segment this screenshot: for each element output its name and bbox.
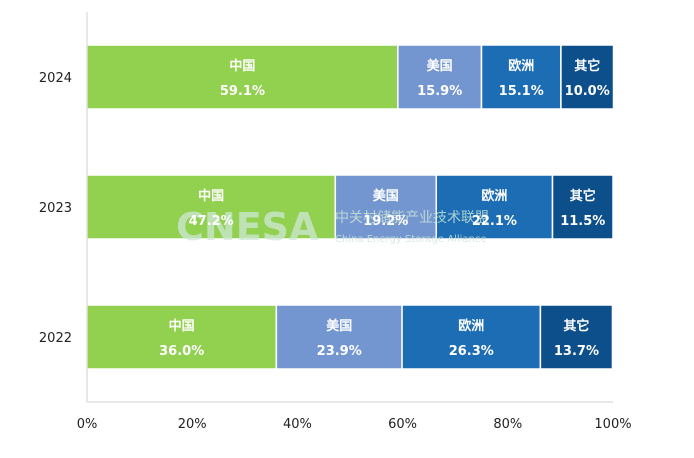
x-tick-label: 20% [178, 417, 207, 432]
watermark-cn-text: 中关村储能产业技术联盟 [335, 210, 489, 226]
bar-segment [539, 304, 614, 370]
segment-value-label: 15.1% [499, 84, 544, 99]
x-tick-label: 60% [388, 417, 417, 432]
x-tick-label: 40% [283, 417, 312, 432]
y-category-label: 2024 [39, 71, 72, 86]
segment-series-label: 美国 [326, 318, 352, 334]
x-tick-label: 0% [77, 417, 98, 432]
watermark: CNESA 中关村储能产业技术联盟 China Energy Storage A… [176, 205, 489, 249]
segment-series-label: 其它 [574, 58, 600, 74]
segment-value-label: 22.1% [472, 214, 517, 229]
bar-segment [401, 304, 542, 370]
bar-segment [480, 44, 562, 110]
bar-segment [551, 174, 614, 240]
segment-value-label: 59.1% [220, 84, 265, 99]
bar-segment [560, 44, 615, 110]
segment-value-label: 15.9% [417, 84, 462, 99]
segment-value-label: 19.2% [363, 214, 408, 229]
axes-group: 0% 20% 40% 60% 80% 100% 2024 2023 2022 [39, 12, 632, 432]
segment-series-label: 中国 [229, 58, 255, 74]
segment-series-label: 其它 [570, 188, 596, 204]
y-category-label: 2023 [39, 201, 72, 216]
segment-series-label: 其它 [563, 318, 589, 334]
segment-series-label: 欧洲 [481, 188, 507, 204]
segment-series-label: 中国 [169, 318, 195, 334]
segment-series-label: 美国 [373, 188, 399, 204]
bar-segment [275, 304, 403, 370]
segment-value-label: 11.5% [560, 214, 605, 229]
bar-segment [86, 304, 278, 370]
segment-series-label: 欧洲 [508, 58, 534, 74]
segment-series-label: 欧洲 [458, 318, 484, 334]
segment-value-label: 23.9% [317, 344, 362, 359]
labels-group: 中国 59.1% 美国 15.9% 欧洲 15.1% 其它 10.0% 中国 47.2% 美国 19.… [159, 58, 610, 359]
bar-segment [435, 174, 554, 240]
segment-series-label: 美国 [427, 58, 453, 74]
watermark-en-text: China Energy Storage Alliance [335, 234, 487, 245]
y-category-label: 2022 [39, 331, 72, 346]
segment-value-label: 36.0% [159, 344, 204, 359]
segment-value-label: 47.2% [189, 214, 234, 229]
bar-segment [86, 174, 337, 240]
segment-value-label: 26.3% [449, 344, 494, 359]
x-tick-label: 80% [493, 417, 522, 432]
bar-segment [334, 174, 438, 240]
bar-segment [86, 44, 399, 110]
segment-series-label: 中国 [198, 188, 224, 204]
segment-value-label: 10.0% [565, 84, 610, 99]
watermark-logo: CNESA [176, 205, 319, 249]
bar-segment [397, 44, 483, 110]
bars-group [86, 44, 615, 370]
x-tick-label: 100% [594, 417, 631, 432]
segment-value-label: 13.7% [554, 344, 599, 359]
